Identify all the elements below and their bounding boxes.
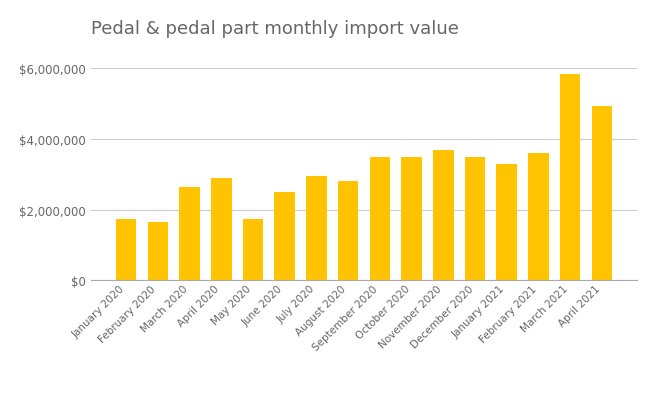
Bar (242, 219, 263, 281)
Bar (116, 219, 136, 281)
Bar (528, 154, 549, 281)
Text: Pedal & pedal part monthly import value: Pedal & pedal part monthly import value (91, 20, 459, 38)
Bar (274, 192, 295, 281)
Bar (497, 164, 517, 281)
Bar (306, 177, 327, 281)
Bar (211, 178, 231, 281)
Bar (465, 157, 486, 281)
Bar (338, 182, 358, 281)
Bar (370, 157, 390, 281)
Bar (433, 150, 454, 281)
Bar (560, 75, 580, 281)
Bar (401, 157, 422, 281)
Bar (179, 187, 200, 281)
Bar (148, 223, 168, 281)
Bar (592, 106, 612, 281)
